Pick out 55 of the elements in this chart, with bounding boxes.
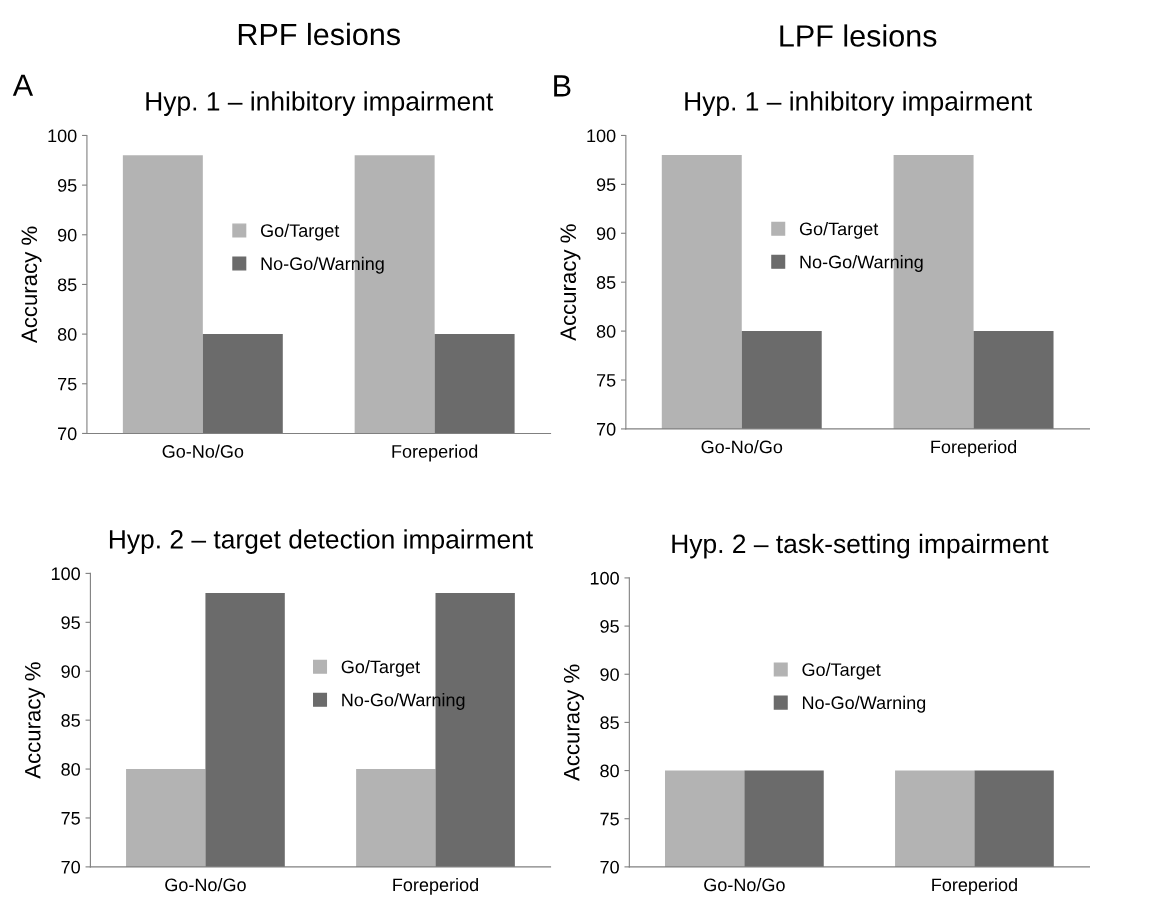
y-axis-title: Accuracy % (24, 662, 45, 779)
x-tick-label: Go-No/Go (165, 877, 246, 892)
x-tick-label: Go-No/Go (162, 444, 244, 458)
x-tick-label: Go-No/Go (704, 877, 785, 892)
y-axis-title: Accuracy % (21, 226, 42, 344)
y-tick-label: 100 (587, 129, 616, 143)
y-tick-label: 80 (61, 762, 80, 776)
y-tick-label: 80 (600, 764, 619, 778)
y-axis-title: Accuracy % (563, 664, 584, 782)
x-tick-label: Foreperiod (392, 444, 478, 462)
y-tick-label: 85 (596, 276, 616, 289)
text: RPF lesions (238, 22, 400, 46)
legend-label: Go/Target (341, 659, 420, 677)
y-tick-label: 90 (61, 665, 80, 678)
text: A (12, 74, 34, 96)
y-tick-label: 95 (61, 616, 80, 630)
y-axis-title: Accuracy % (560, 224, 581, 341)
y-tick-label: 85 (57, 278, 77, 292)
text: B (554, 75, 571, 97)
y-tick-label: 95 (596, 178, 616, 192)
y-tick-label: 75 (58, 377, 77, 391)
chart-title: Hyp. 1 – inhibitory impairment (146, 91, 494, 116)
legend-label: Go/Target (799, 222, 879, 239)
y-tick-label: 85 (61, 714, 80, 727)
x-tick-label: Foreperiod (393, 877, 478, 895)
y-tick-label: 95 (57, 179, 77, 192)
y-tick-label: 90 (57, 228, 77, 242)
y-tick-label: 100 (48, 129, 77, 143)
y-tick-label: 80 (596, 325, 616, 338)
legend-label: No-Go/Warning (261, 256, 384, 274)
chart-title: Hyp. 2 – target detection impairment (109, 529, 533, 554)
chart-title: Hyp. 2 – task-setting impairment (672, 533, 1049, 559)
legend-label: Go/Target (260, 223, 340, 241)
y-tick-label: 70 (600, 860, 619, 874)
chart-title: Hyp. 1 – inhibitory impairment (685, 91, 1033, 116)
y-tick-label: 70 (596, 422, 616, 436)
y-tick-label: 75 (596, 374, 616, 387)
x-tick-label: Go-No/Go (701, 440, 783, 454)
y-tick-label: 90 (596, 227, 616, 240)
text: LPF lesions (780, 24, 937, 47)
legend-label: No-Go/Warning (800, 255, 923, 272)
legend-label: Go/Target (802, 662, 881, 680)
y-tick-label: 75 (61, 812, 80, 825)
y-tick-label: 80 (57, 328, 77, 341)
y-tick-label: 75 (600, 812, 619, 826)
y-tick-label: 85 (600, 716, 619, 730)
y-tick-label: 70 (61, 860, 80, 874)
x-tick-label: Foreperiod (931, 440, 1017, 457)
y-tick-label: 90 (600, 668, 619, 681)
y-tick-label: 100 (51, 567, 80, 581)
y-tick-label: 95 (600, 620, 619, 633)
legend-label: No-Go/Warning (802, 695, 926, 713)
x-tick-label: Foreperiod (932, 877, 1017, 895)
y-tick-label: 100 (590, 571, 619, 585)
y-tick-label: 70 (58, 427, 77, 441)
